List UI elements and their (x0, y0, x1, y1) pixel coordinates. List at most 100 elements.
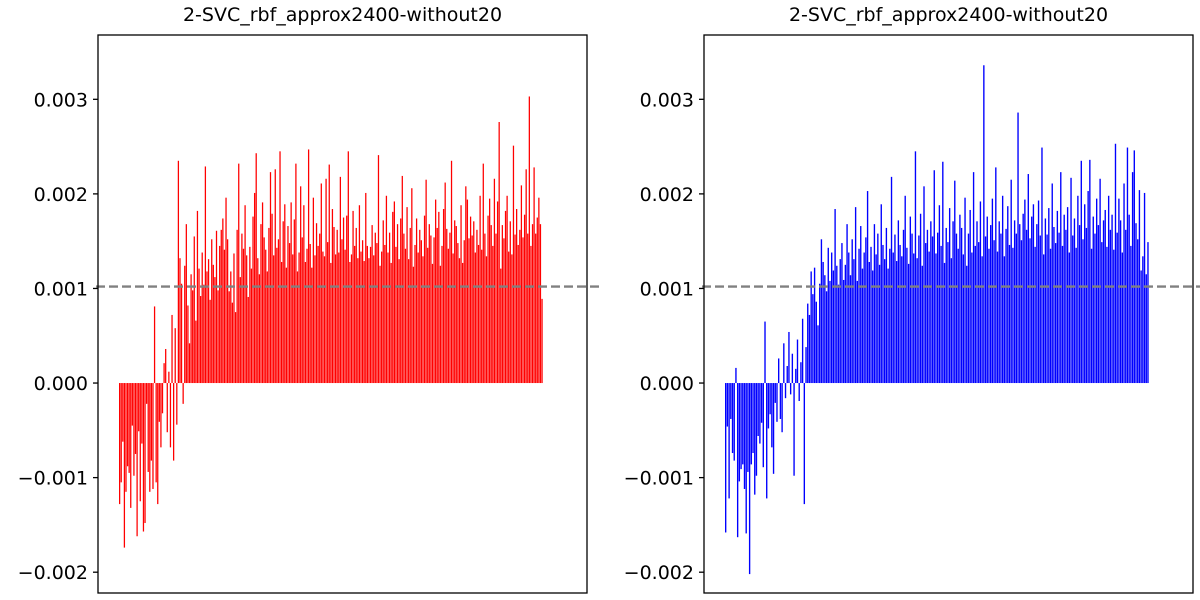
right-ytick-label: 0.001 (640, 278, 694, 300)
right-bar (902, 229, 905, 384)
right-bar (778, 358, 780, 384)
left-bar (247, 296, 249, 384)
right-bar (784, 383, 787, 399)
left-bar (165, 348, 167, 384)
right-bar (993, 240, 995, 384)
right-bar (854, 207, 857, 384)
right-bar (813, 267, 816, 384)
left-bar (374, 232, 376, 384)
right-bar (1031, 216, 1033, 384)
right-bar (988, 248, 990, 384)
left-ytick-label: −0.002 (18, 562, 88, 584)
right-bar (928, 251, 930, 384)
right-bar (1049, 248, 1052, 384)
right-bar (931, 236, 934, 384)
left-bar (295, 163, 297, 384)
right-bar (750, 383, 753, 465)
left-bar (509, 221, 511, 384)
left-bar (149, 383, 151, 492)
left-bar (228, 291, 230, 384)
left-bar (250, 268, 253, 384)
left-bar (298, 252, 300, 384)
right-bar (1106, 246, 1108, 384)
left-bar (441, 245, 443, 384)
left-bar (373, 255, 375, 384)
left-bar (427, 247, 429, 384)
right-bar (791, 353, 794, 384)
left-bar (438, 211, 440, 384)
left-bar (255, 153, 257, 384)
left-bar (447, 248, 449, 384)
left-bar (222, 218, 224, 384)
right-bar (1007, 206, 1009, 384)
left-ytick-label: −0.001 (18, 468, 88, 490)
right-bar (918, 235, 920, 384)
left-bar (195, 320, 197, 384)
left-bar (207, 259, 210, 384)
left-axes-frame (97, 34, 588, 594)
right-bar (1068, 252, 1071, 384)
right-bar (769, 383, 771, 415)
left-bar (346, 215, 348, 384)
left-bar (528, 96, 530, 384)
left-bar (150, 383, 153, 461)
left-bar (147, 383, 149, 472)
left-bar (203, 284, 205, 384)
right-bar (1036, 224, 1038, 384)
left-bar (490, 225, 492, 384)
left-bar (155, 383, 157, 483)
left-bar (423, 215, 426, 384)
left-bar (160, 383, 162, 448)
right-bar (990, 225, 992, 384)
right-bar (873, 224, 876, 384)
right-bar (736, 383, 739, 538)
right-bar (1119, 220, 1122, 384)
right-bar (1056, 210, 1059, 384)
right-bar (942, 161, 944, 384)
right-bar (832, 270, 835, 384)
left-bar (258, 274, 261, 384)
right-bar (930, 221, 932, 384)
left-bar (233, 253, 235, 384)
left-bar (174, 328, 176, 384)
left-bar (306, 248, 308, 384)
right-ytick-label: −0.002 (624, 562, 694, 584)
right-bar (1073, 218, 1076, 384)
left-bar (379, 265, 381, 384)
right-bar (853, 259, 855, 384)
left-bar (142, 383, 145, 532)
right-bar (801, 318, 804, 384)
left-bar (496, 201, 499, 384)
right-bar (808, 314, 811, 384)
right-bar (1025, 229, 1028, 384)
left-bar (315, 223, 318, 384)
left-bar (303, 205, 305, 384)
right-bar (817, 325, 819, 384)
right-bar (812, 294, 814, 384)
right-bar (947, 242, 949, 384)
left-bar (474, 252, 476, 384)
left-bar (141, 383, 143, 444)
left-bar (287, 226, 289, 384)
right-bar (1003, 256, 1006, 384)
right-bar (919, 213, 922, 384)
left-bar (312, 197, 315, 384)
left-bar (241, 233, 243, 384)
left-bar (433, 237, 435, 384)
right-bar (899, 244, 901, 384)
left-bar (462, 262, 464, 384)
right-bar (1113, 249, 1115, 384)
right-bar (971, 252, 973, 384)
left-bar (404, 248, 407, 384)
left-bar (481, 249, 483, 384)
right-bar (921, 265, 923, 384)
right-bar (748, 383, 751, 575)
left-bar (249, 246, 251, 384)
right-bar (945, 227, 947, 384)
right-bar (981, 256, 983, 384)
right-bar (798, 383, 800, 402)
left-bar (503, 238, 505, 384)
right-bar (1054, 243, 1057, 384)
left-bar (236, 229, 238, 384)
left-bar (288, 243, 291, 384)
